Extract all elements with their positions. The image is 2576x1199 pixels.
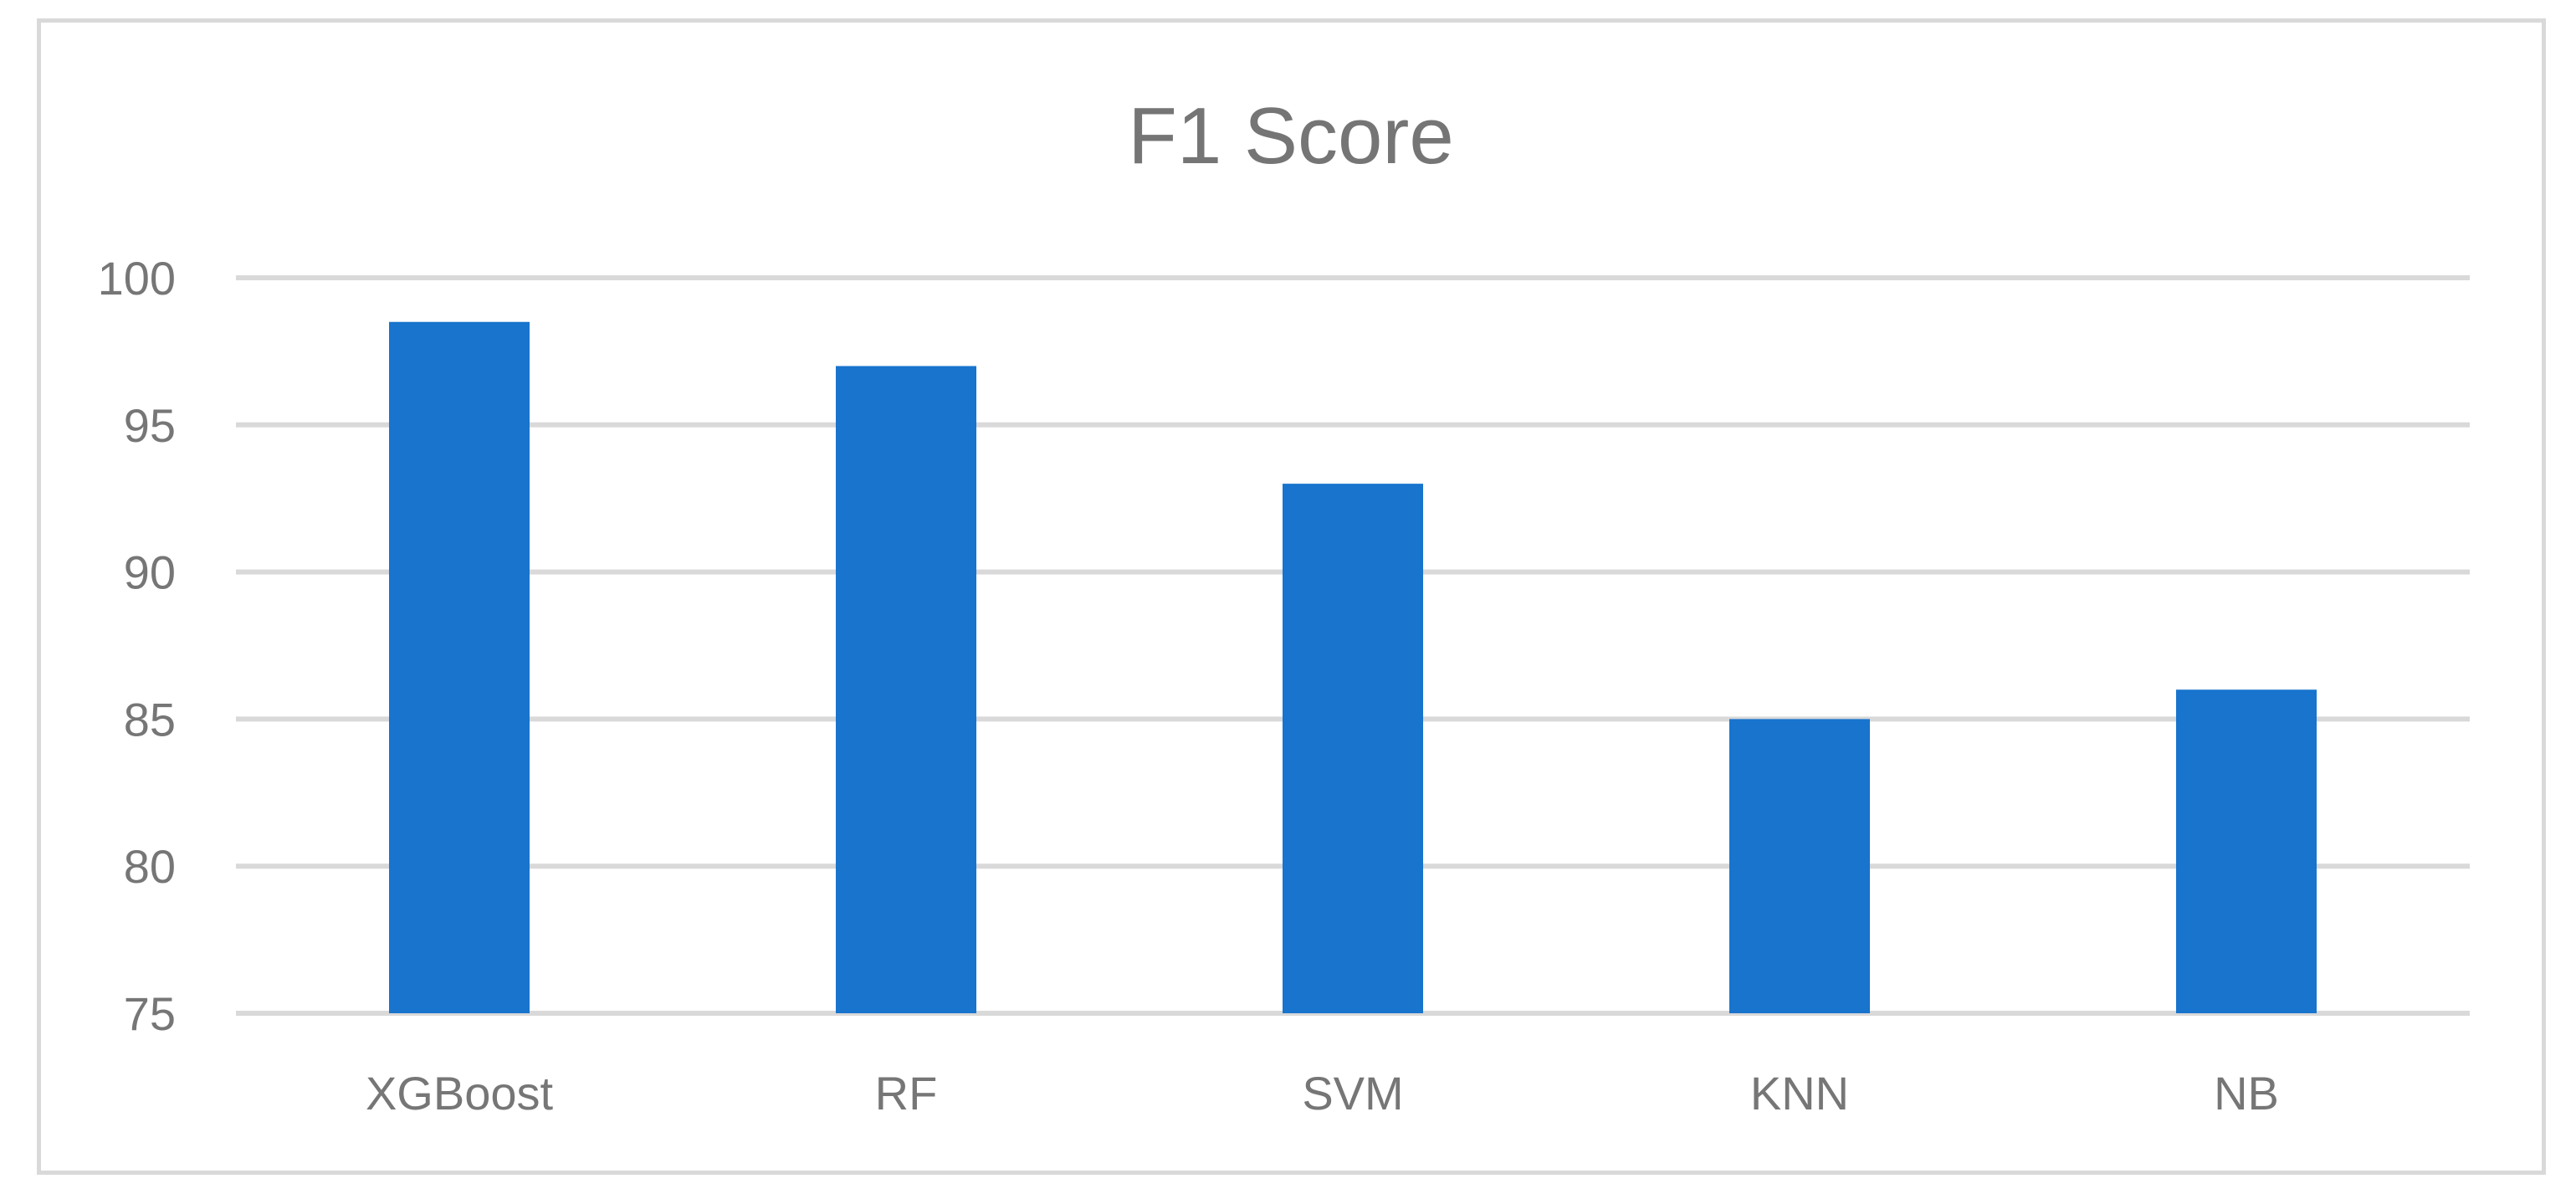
bar-xgboost: [389, 321, 530, 1013]
x-category-label-rf: RF: [875, 1067, 938, 1120]
y-tick-label: 100: [98, 252, 176, 305]
x-category-label-nb: NB: [2214, 1067, 2279, 1120]
gridlines: [236, 275, 2470, 1016]
y-tick-label: 75: [124, 987, 176, 1040]
bar-svm: [1283, 484, 1423, 1013]
y-tick-label: 90: [124, 546, 176, 599]
bar-nb: [2176, 689, 2317, 1013]
x-category-label-svm: SVM: [1302, 1067, 1403, 1120]
bar-rf: [836, 366, 976, 1014]
bars: [389, 321, 2317, 1014]
x-axis-category-labels: XGBoost RF SVM KNN NB: [366, 1067, 2279, 1120]
y-axis-tick-labels: 75 80 85 90 95 100: [98, 252, 176, 1040]
bar-knn: [1729, 719, 1870, 1013]
y-tick-label: 95: [124, 399, 176, 452]
x-category-label-xgboost: XGBoost: [366, 1067, 554, 1120]
y-tick-label: 80: [124, 840, 176, 893]
chart-title: F1 Score: [1128, 91, 1453, 181]
y-tick-label: 85: [124, 693, 176, 746]
x-category-label-knn: KNN: [1750, 1067, 1849, 1120]
